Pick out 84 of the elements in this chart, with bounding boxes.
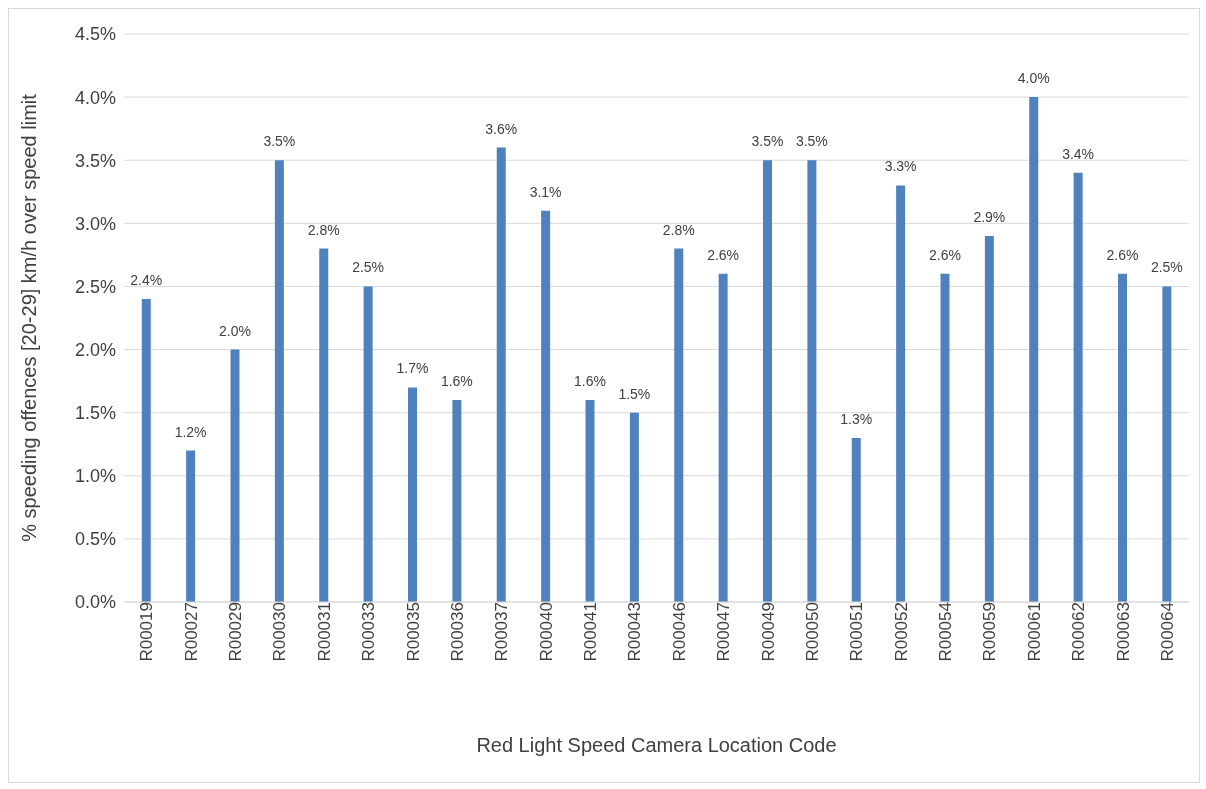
x-tick-label: R00031 bbox=[314, 602, 334, 662]
bar bbox=[629, 412, 639, 602]
data-label: 1.6% bbox=[440, 373, 473, 390]
y-tick-label: 3.5% bbox=[74, 150, 116, 171]
x-tick-label: R00064 bbox=[1157, 602, 1177, 662]
x-tick-label: R00049 bbox=[758, 602, 778, 662]
bar bbox=[319, 248, 329, 602]
y-tick-label: 2.5% bbox=[74, 276, 116, 297]
data-label: 1.2% bbox=[174, 423, 207, 440]
data-label: 2.5% bbox=[1150, 259, 1183, 276]
data-label: 1.5% bbox=[618, 385, 651, 402]
data-label: 2.6% bbox=[929, 246, 961, 263]
x-tick-label: R00019 bbox=[137, 602, 157, 662]
x-tick-label: R00050 bbox=[802, 602, 822, 662]
bar bbox=[363, 286, 373, 602]
bar bbox=[408, 387, 417, 602]
data-label: 3.1% bbox=[529, 183, 562, 200]
x-tick-label: R00059 bbox=[980, 602, 1000, 662]
data-label: 1.6% bbox=[574, 373, 606, 390]
data-label: 3.5% bbox=[795, 133, 828, 150]
bar bbox=[452, 400, 462, 602]
bar bbox=[274, 160, 284, 602]
y-axis-title: % speeding offences [20-29] km/h over speed limit bbox=[18, 93, 41, 542]
y-tick-label: 1.0% bbox=[74, 466, 116, 487]
data-label: 2.8% bbox=[307, 221, 340, 238]
data-label: 3.5% bbox=[751, 133, 784, 150]
bar bbox=[141, 299, 151, 602]
x-tick-label: R00029 bbox=[226, 602, 246, 662]
data-label: 2.4% bbox=[130, 272, 163, 289]
x-tick-label: R00062 bbox=[1069, 602, 1089, 662]
data-label: 2.5% bbox=[352, 259, 385, 276]
x-tick-label: R00041 bbox=[581, 602, 601, 662]
bar bbox=[1029, 97, 1039, 602]
x-tick-label: R00037 bbox=[492, 602, 512, 662]
data-label: 3.6% bbox=[485, 120, 518, 137]
y-tick-label: 0.5% bbox=[74, 529, 116, 550]
y-tick-label: 0.0% bbox=[74, 592, 116, 613]
data-label: 2.6% bbox=[707, 246, 740, 263]
bar bbox=[1162, 286, 1172, 602]
x-tick-label: R00046 bbox=[669, 602, 689, 662]
data-label: 2.8% bbox=[662, 221, 695, 238]
bar bbox=[807, 160, 817, 602]
bar bbox=[851, 437, 861, 602]
bar bbox=[674, 248, 684, 602]
x-tick-label: R00027 bbox=[181, 602, 201, 662]
x-tick-label: R00036 bbox=[447, 602, 467, 662]
x-tick-label: R00051 bbox=[847, 602, 867, 662]
y-tick-label: 1.5% bbox=[74, 403, 116, 424]
x-tick-label: R00030 bbox=[270, 602, 290, 662]
x-tick-label: R00047 bbox=[714, 602, 734, 662]
x-tick-label: R00035 bbox=[403, 602, 423, 662]
bar bbox=[940, 273, 950, 602]
data-label: 3.4% bbox=[1062, 145, 1095, 162]
bar bbox=[896, 185, 906, 602]
data-label: 3.5% bbox=[263, 133, 296, 150]
x-tick-label: R00061 bbox=[1024, 602, 1044, 662]
x-tick-label: R00043 bbox=[625, 602, 645, 662]
data-label: 2.0% bbox=[219, 322, 251, 339]
bar bbox=[585, 400, 595, 602]
x-tick-label: R00063 bbox=[1113, 602, 1133, 662]
bar bbox=[541, 210, 551, 602]
bar bbox=[186, 450, 196, 602]
x-axis-title: Red Light Speed Camera Location Code bbox=[476, 734, 837, 756]
x-tick-label: R00033 bbox=[359, 602, 379, 662]
x-tick-label: R00054 bbox=[936, 602, 956, 662]
bar bbox=[496, 147, 506, 602]
data-label: 4.0% bbox=[1017, 70, 1050, 87]
bar bbox=[718, 273, 728, 602]
x-tick-label: R00052 bbox=[891, 602, 911, 662]
y-tick-label: 4.5% bbox=[74, 24, 116, 45]
data-label: 1.7% bbox=[396, 360, 429, 377]
bar bbox=[1118, 273, 1127, 602]
data-label: 2.6% bbox=[1106, 246, 1139, 263]
bar bbox=[230, 349, 240, 602]
bar bbox=[984, 235, 994, 602]
data-label: 1.3% bbox=[840, 410, 873, 427]
bar bbox=[763, 160, 772, 602]
data-label: 3.3% bbox=[884, 158, 917, 175]
y-tick-label: 4.0% bbox=[74, 87, 116, 108]
x-tick-label: R00040 bbox=[536, 602, 556, 662]
data-label: 2.9% bbox=[973, 208, 1006, 225]
y-tick-label: 2.0% bbox=[74, 339, 116, 360]
y-tick-label: 3.0% bbox=[74, 213, 116, 234]
bar bbox=[1073, 172, 1083, 602]
